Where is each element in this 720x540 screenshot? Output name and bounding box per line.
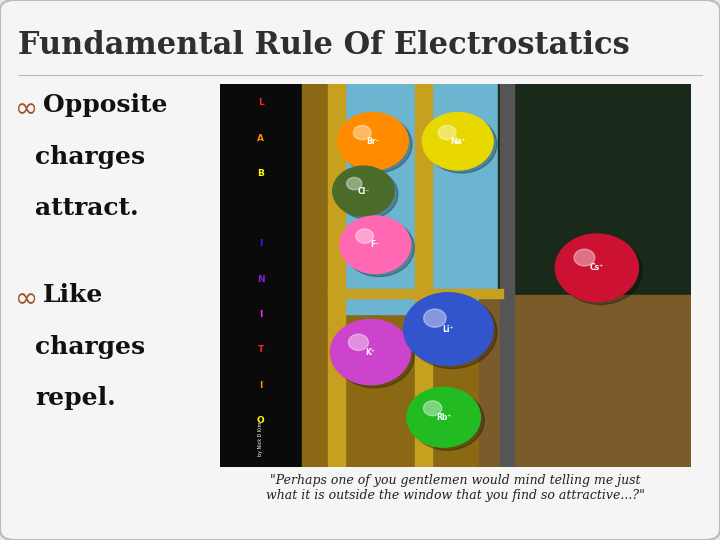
Circle shape [346, 177, 362, 190]
Circle shape [333, 166, 394, 216]
Circle shape [340, 216, 410, 273]
Circle shape [334, 322, 415, 388]
Circle shape [574, 249, 595, 266]
Bar [328, 289, 503, 299]
Text: Like: Like [43, 283, 104, 307]
Circle shape [555, 234, 639, 301]
Text: I: I [259, 381, 262, 389]
Text: "Perhaps one of you gentlemen would mind telling me just
what it is outside the : "Perhaps one of you gentlemen would mind… [266, 474, 645, 502]
Circle shape [426, 116, 497, 173]
Text: ∞: ∞ [15, 285, 38, 313]
Text: Li⁺: Li⁺ [443, 325, 454, 334]
Text: Br⁻: Br⁻ [366, 137, 379, 146]
Text: T: T [258, 345, 264, 354]
Text: A: A [257, 133, 264, 143]
Text: I: I [259, 310, 262, 319]
Bar [500, 84, 514, 467]
Circle shape [438, 125, 456, 140]
Circle shape [423, 401, 442, 416]
Text: by Nick D Kim: by Nick D Kim [258, 421, 263, 456]
Bar [333, 84, 512, 314]
Circle shape [336, 169, 398, 219]
Bar [220, 84, 302, 467]
Text: L: L [258, 98, 264, 107]
Bar [302, 84, 691, 467]
Text: charges: charges [35, 145, 145, 170]
Text: attract.: attract. [35, 196, 139, 220]
Text: F⁻: F⁻ [371, 240, 380, 249]
Text: Rb⁺: Rb⁺ [436, 413, 451, 422]
Circle shape [423, 309, 446, 327]
Circle shape [559, 237, 642, 305]
Text: Cl⁻: Cl⁻ [357, 186, 369, 195]
Text: charges: charges [35, 335, 145, 360]
Text: I: I [259, 239, 262, 248]
Circle shape [423, 112, 493, 170]
Circle shape [410, 390, 484, 450]
Text: N: N [257, 275, 264, 284]
Circle shape [341, 116, 412, 173]
Text: O: O [257, 416, 264, 425]
Circle shape [408, 296, 497, 369]
Bar [479, 295, 691, 467]
Text: Cs⁺: Cs⁺ [590, 263, 604, 272]
Text: B: B [257, 169, 264, 178]
Circle shape [403, 293, 493, 366]
Text: ∞: ∞ [15, 95, 38, 123]
Text: K⁺: K⁺ [366, 348, 375, 356]
Text: repel.: repel. [35, 386, 116, 410]
Bar [328, 84, 345, 467]
Circle shape [354, 125, 371, 140]
Text: Opposite: Opposite [43, 93, 168, 117]
Circle shape [338, 112, 408, 170]
Text: Fundamental Rule Of Electrostatics: Fundamental Rule Of Electrostatics [18, 30, 630, 61]
Circle shape [407, 387, 480, 447]
Circle shape [330, 320, 410, 384]
Bar [415, 84, 432, 467]
Circle shape [343, 219, 415, 276]
Text: Na⁺: Na⁺ [450, 137, 466, 146]
Bar [498, 84, 691, 306]
Circle shape [348, 334, 369, 350]
Circle shape [356, 229, 374, 244]
